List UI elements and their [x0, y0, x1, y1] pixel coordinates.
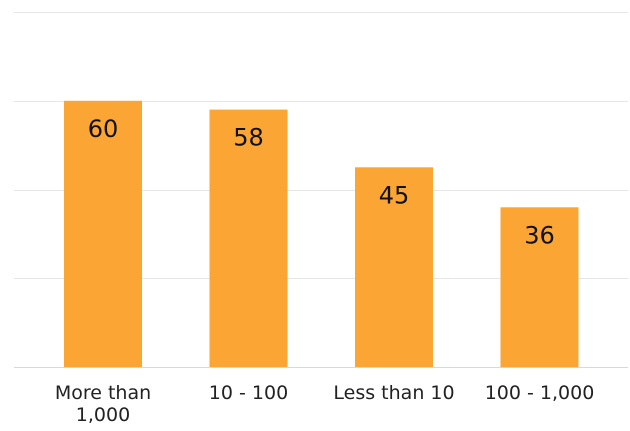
x-tick-label: 100 - 1,000 — [485, 382, 595, 404]
bar — [64, 100, 142, 368]
bar — [355, 167, 433, 367]
x-axis-tick-labels: More than 1,000 10 - 100 Less than 10 100 - … — [55, 382, 594, 426]
bar — [209, 109, 288, 367]
x-tick-label: More than 1,000 — [55, 382, 151, 426]
data-label: 45 — [379, 181, 410, 209]
x-tick-label: Less than 10 — [333, 382, 454, 404]
x-tick-label-line: 100 - 1,000 — [485, 382, 595, 404]
data-label: 60 — [88, 115, 119, 143]
x-tick-label: 10 - 100 — [209, 382, 288, 404]
x-tick-label-line: 1,000 — [76, 404, 130, 426]
data-label: 58 — [233, 124, 264, 152]
bars — [64, 100, 579, 368]
data-labels: 60 58 45 36 — [88, 115, 555, 250]
x-tick-label-line: 10 - 100 — [209, 382, 288, 404]
x-tick-label-line: More than — [55, 382, 151, 404]
bar — [500, 207, 579, 368]
data-label: 36 — [524, 221, 555, 249]
x-tick-label-line: Less than 10 — [333, 382, 454, 404]
